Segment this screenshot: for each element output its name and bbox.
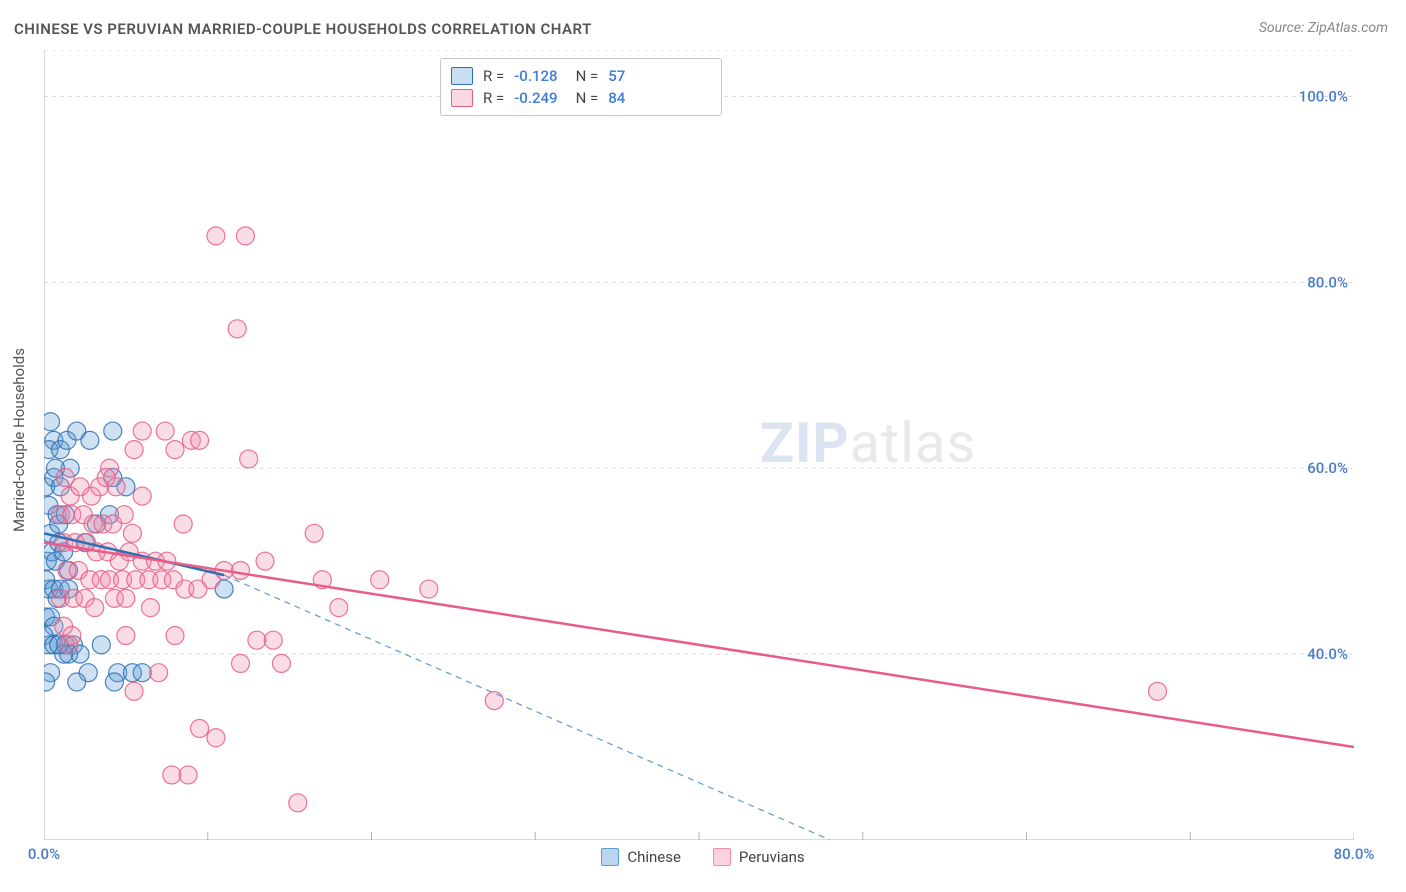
- source-label: Source: ZipAtlas.com: [1259, 20, 1388, 36]
- n-value-peruvian: 84: [608, 89, 625, 107]
- stats-legend-box: R = -0.128 N = 57 R = -0.249 N = 84: [440, 58, 722, 116]
- legend-bottom: Chinese Peruvians: [0, 848, 1406, 870]
- swatch-peruvian: [451, 89, 473, 107]
- scatter-plot: 40.0% 60.0% 80.0% 100.0%: [44, 50, 1354, 840]
- r-value-chinese: -0.128: [514, 67, 557, 85]
- chart-title: CHINESE VS PERUVIAN MARRIED-COUPLE HOUSE…: [14, 20, 592, 38]
- svg-text:40.0%: 40.0%: [1307, 645, 1348, 663]
- svg-text:60.0%: 60.0%: [1307, 459, 1348, 477]
- y-axis-label: Married-couple Households: [10, 348, 28, 532]
- legend-swatch-peruvian: [713, 848, 731, 866]
- stats-row-peruvian: R = -0.249 N = 84: [451, 87, 711, 109]
- stats-row-chinese: R = -0.128 N = 57: [451, 65, 711, 87]
- legend-label-peruvian: Peruvians: [739, 848, 805, 866]
- svg-text:80.0%: 80.0%: [1307, 273, 1348, 291]
- chart-container: CHINESE VS PERUVIAN MARRIED-COUPLE HOUSE…: [0, 0, 1406, 892]
- legend-item-peruvian: Peruvians: [713, 848, 805, 866]
- legend-label-chinese: Chinese: [627, 848, 681, 866]
- legend-swatch-chinese: [601, 848, 619, 866]
- swatch-chinese: [451, 67, 473, 85]
- n-value-chinese: 57: [608, 67, 625, 85]
- r-value-peruvian: -0.249: [514, 89, 557, 107]
- svg-text:100.0%: 100.0%: [1299, 87, 1348, 105]
- legend-item-chinese: Chinese: [601, 848, 681, 866]
